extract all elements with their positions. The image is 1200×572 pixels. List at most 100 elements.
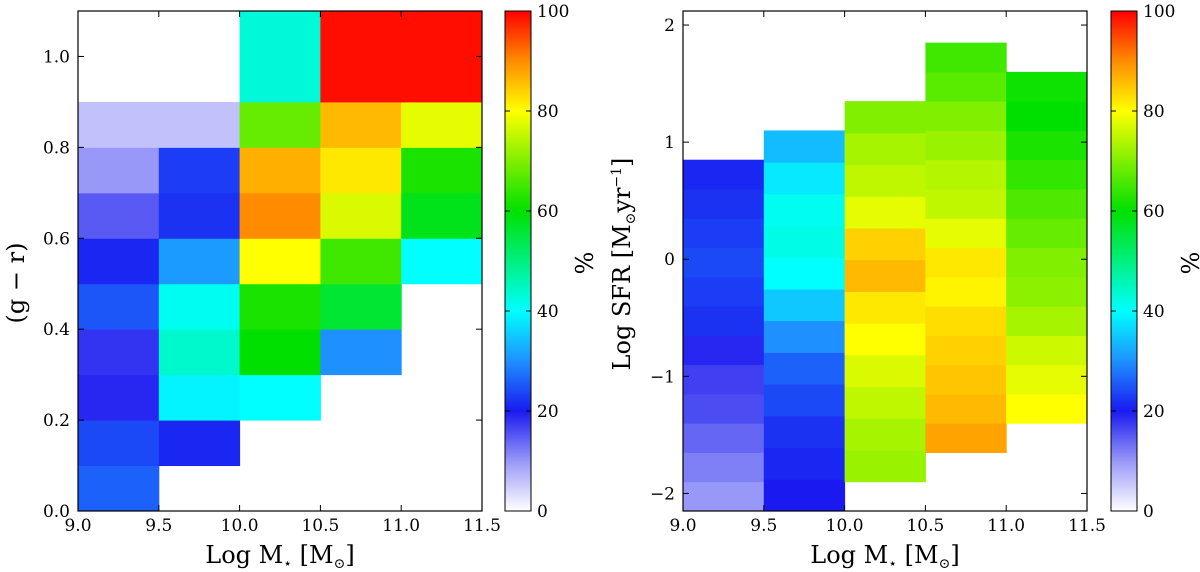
- heatmap-cell: [401, 147, 483, 194]
- heatmap-cell: [683, 306, 765, 336]
- x-tick-label: 9.5: [750, 516, 777, 536]
- y-tick-label: 0.8: [43, 138, 70, 158]
- heatmap-cell: [683, 364, 765, 395]
- heatmap-cell: [925, 188, 1007, 219]
- colorbar-ticks: 0 20 40 60 80 100: [505, 2, 569, 522]
- colorbar-tick-label: 40: [537, 302, 559, 322]
- colorbar-tick-label: 80: [537, 102, 559, 122]
- heatmap-cell: [158, 420, 241, 467]
- heatmap-cell: [320, 283, 402, 330]
- y-tick-label: 0.4: [43, 320, 70, 340]
- heatmap-cell: [683, 159, 765, 190]
- heatmap-cell: [1006, 71, 1088, 102]
- heatmap-cell: [925, 71, 1007, 102]
- heatmap-cell: [401, 101, 483, 148]
- heatmap-cell: [763, 415, 846, 449]
- heatmap-cells: [683, 42, 1088, 512]
- heatmap-cell: [844, 354, 926, 388]
- colorbar: [1110, 10, 1138, 512]
- colorbar-tick-label: 20: [537, 402, 559, 422]
- heatmap-cell: [925, 42, 1007, 73]
- heatmap-cell: [925, 393, 1007, 424]
- heatmap-cell: [844, 291, 926, 324]
- y-tick-label: 0.6: [43, 229, 70, 249]
- heatmap-cell: [844, 386, 926, 419]
- colorbar-ticks: 0 20 40 60 80 100: [1111, 2, 1175, 522]
- heatmap-cell: [844, 323, 926, 356]
- heatmap-cell: [763, 384, 846, 417]
- heatmap-cell: [1006, 393, 1088, 424]
- heatmap-cell: [158, 147, 241, 194]
- x-axis-label: Log M⋆ [M⊙]: [810, 541, 959, 572]
- x-tick-label: 11.0: [987, 516, 1025, 536]
- heatmap-cell: [844, 101, 926, 134]
- heatmap-cell: [401, 11, 483, 57]
- heatmap-cell: [844, 228, 926, 261]
- heatmap-cell: [158, 329, 241, 376]
- x-tick-label: 9.0: [64, 516, 91, 536]
- heatmap-cell: [763, 479, 846, 512]
- heatmap-cell: [78, 283, 160, 330]
- heatmap-cell: [763, 225, 846, 258]
- heatmap-cell: [401, 192, 483, 239]
- heatmap-cell: [1006, 130, 1088, 161]
- axis-ticks: 9.0 9.5 10.0 10.5 11.0 11.5 −2 −1 0 1 2: [650, 11, 1106, 536]
- heatmap-cell: [925, 218, 1007, 249]
- heatmap-cell: [925, 159, 1007, 190]
- heatmap-cell: [1006, 306, 1088, 336]
- x-tick-label: 9.0: [669, 516, 696, 536]
- heatmap-cell: [78, 329, 160, 376]
- x-tick-label: 10.5: [301, 516, 339, 536]
- heatmap-cell: [239, 283, 321, 330]
- colorbar-tick-label: 20: [1143, 402, 1165, 422]
- colorbar-tick-label: 100: [537, 2, 569, 22]
- heatmap-cell: [320, 192, 402, 239]
- colorbar-label: %: [1175, 252, 1200, 275]
- colorbar-tick-label: 60: [537, 202, 559, 222]
- heatmap-cell: [683, 218, 765, 249]
- heatmap-cell: [158, 283, 241, 330]
- heatmap-cell: [239, 147, 321, 194]
- heatmap-cell: [158, 192, 241, 239]
- colorbar-tick-label: 60: [1143, 202, 1165, 222]
- axis-ticks: 9.0 9.5 10.0 10.5 11.0 11.5 0.0 0.2 0.4 0.6 0.8 1.0: [43, 11, 501, 536]
- heatmap-cell: [925, 247, 1007, 278]
- y-tick-label: 1: [664, 133, 675, 153]
- heatmap-cell: [763, 130, 846, 163]
- heatmap-cell: [158, 374, 241, 421]
- heatmap-cell: [683, 335, 765, 366]
- heatmap-cell: [78, 374, 160, 421]
- colorbar-label: %: [569, 252, 597, 275]
- plot-frame: [77, 10, 483, 512]
- heatmap-cell: [925, 364, 1007, 395]
- x-tick-label: 9.5: [145, 516, 172, 536]
- heatmap-cell: [78, 420, 160, 467]
- y-tick-label: 2: [664, 16, 675, 36]
- heatmap-cell: [763, 320, 846, 353]
- heatmap-cell: [844, 132, 926, 166]
- x-tick-label: 11.5: [463, 516, 501, 536]
- colorbar-tick-label: 40: [1143, 302, 1165, 322]
- sfr-mass-panel: 9.0 9.5 10.0 10.5 11.0 11.5 −2 −1 0 1 2 Log M⋆ [M⊙…: [608, 2, 1200, 572]
- heatmap-cell: [320, 56, 402, 103]
- heatmap-cell: [763, 289, 846, 322]
- colorbar-tick-label: 0: [537, 502, 548, 522]
- heatmap-cells: [78, 11, 483, 512]
- x-tick-label: 10.0: [826, 516, 864, 536]
- heatmap-cell: [683, 276, 765, 307]
- heatmap-cell: [763, 162, 846, 195]
- heatmap-cell: [1006, 247, 1088, 278]
- plot-frame: [682, 10, 1088, 512]
- heatmap-cell: [78, 192, 160, 239]
- heatmap-cell: [844, 259, 926, 292]
- heatmap-cell: [683, 247, 765, 278]
- heatmap-cell: [844, 450, 926, 483]
- heatmap-cell: [1006, 101, 1088, 131]
- heatmap-cell: [78, 101, 160, 148]
- color-magnitude-panel: 9.0 9.5 10.0 10.5 11.0 11.5 0.0 0.2 0.4 0.6 0.8 1.0…: [2, 2, 597, 572]
- heatmap-cell: [401, 238, 483, 285]
- colorbar-tick-label: 80: [1143, 102, 1165, 122]
- heatmap-cell: [239, 101, 321, 148]
- x-tick-label: 11.5: [1068, 516, 1106, 536]
